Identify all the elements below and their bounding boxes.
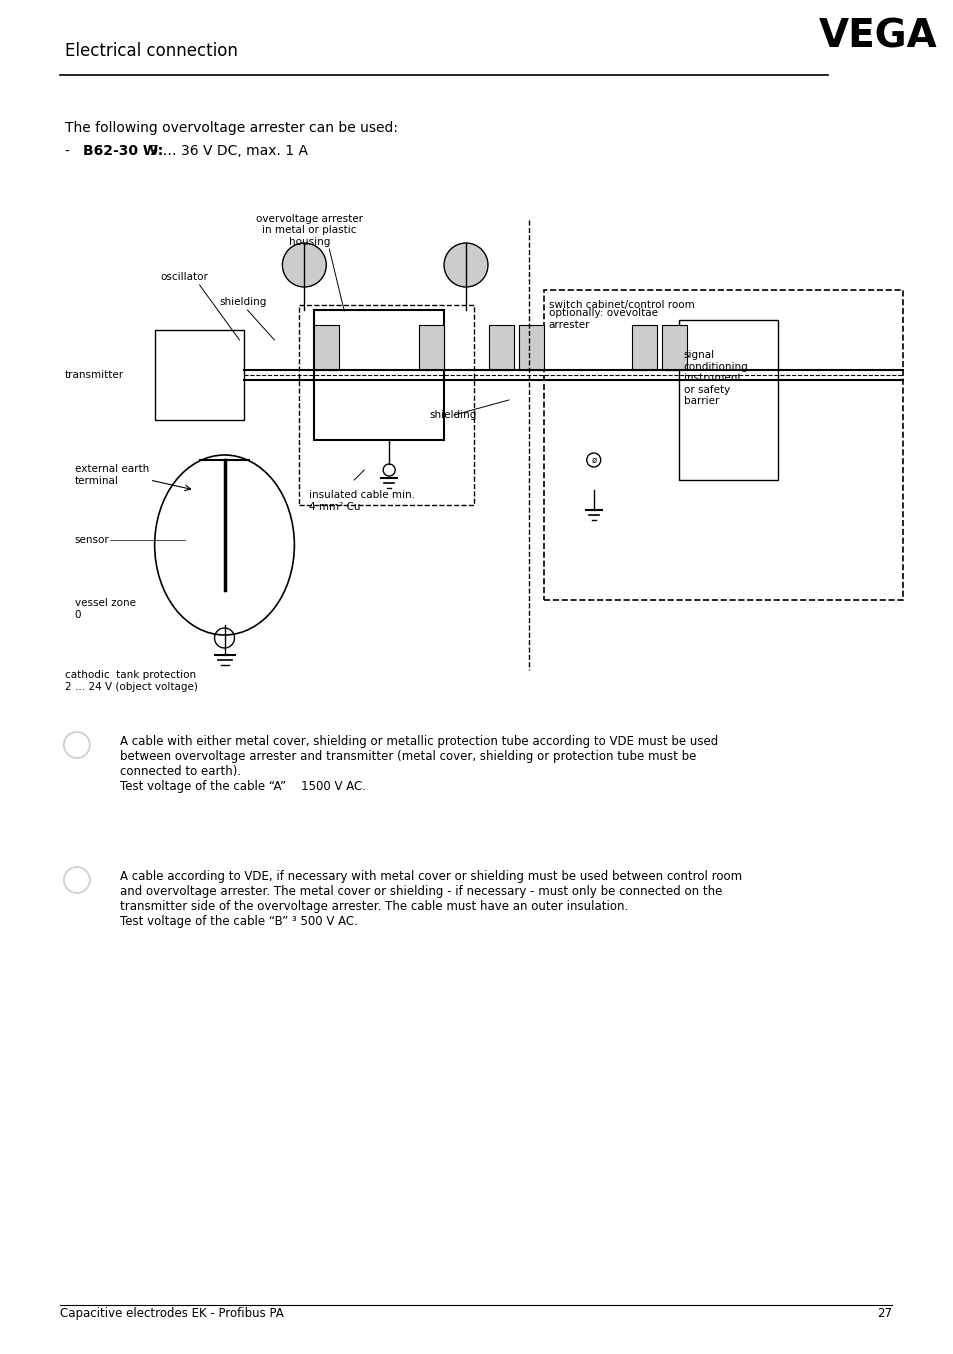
Text: VEGA: VEGA — [818, 18, 937, 56]
Bar — [660, 325, 686, 370]
Bar — [314, 325, 339, 370]
Text: A cable according to VDE, if necessary with metal cover or shielding must be use: A cable according to VDE, if necessary w… — [120, 871, 741, 927]
Text: vessel zone
0: vessel zone 0 — [74, 598, 135, 620]
Text: insulated cable min.
4 mm² Cu: insulated cable min. 4 mm² Cu — [309, 490, 415, 512]
Bar — [489, 325, 514, 370]
Text: 9 … 36 V DC, max. 1 A: 9 … 36 V DC, max. 1 A — [145, 144, 308, 158]
Text: cathodic  tank protection
2 … 24 V (object voltage): cathodic tank protection 2 … 24 V (objec… — [65, 670, 197, 692]
Text: The following overvoltage arrester can be used:: The following overvoltage arrester can b… — [65, 121, 397, 135]
Text: Electrical connection: Electrical connection — [65, 42, 237, 60]
Text: -: - — [65, 144, 78, 158]
Text: ø: ø — [591, 455, 596, 464]
Text: sensor: sensor — [74, 535, 110, 546]
Circle shape — [282, 242, 326, 287]
Text: transmitter: transmitter — [65, 370, 124, 380]
Text: A cable with either metal cover, shielding or metallic protection tube according: A cable with either metal cover, shieldi… — [120, 735, 718, 793]
Text: signal
conditioning
instrument
or safety
barrier: signal conditioning instrument or safety… — [683, 349, 747, 406]
Bar — [314, 310, 443, 440]
Circle shape — [443, 242, 487, 287]
Bar — [631, 325, 656, 370]
Bar — [154, 330, 244, 420]
Text: shielding: shielding — [219, 297, 267, 307]
Bar — [518, 325, 543, 370]
Text: optionally: ovevoltae
arrester: optionally: ovevoltae arrester — [548, 309, 658, 330]
Text: external earth
terminal: external earth terminal — [74, 464, 149, 486]
Bar — [418, 325, 443, 370]
Text: shielding: shielding — [429, 410, 476, 420]
Text: overvoltage arrester
in metal or plastic
housing: overvoltage arrester in metal or plastic… — [255, 214, 362, 246]
Text: B62-30 W:: B62-30 W: — [83, 144, 163, 158]
Text: oscillator: oscillator — [160, 272, 209, 282]
Bar — [678, 320, 778, 481]
Bar — [299, 305, 474, 505]
Text: Capacitive electrodes EK - Profibus PA: Capacitive electrodes EK - Profibus PA — [60, 1307, 283, 1320]
Bar — [543, 290, 902, 600]
Text: switch cabinet/control room: switch cabinet/control room — [548, 301, 694, 310]
Text: 27: 27 — [876, 1307, 891, 1320]
